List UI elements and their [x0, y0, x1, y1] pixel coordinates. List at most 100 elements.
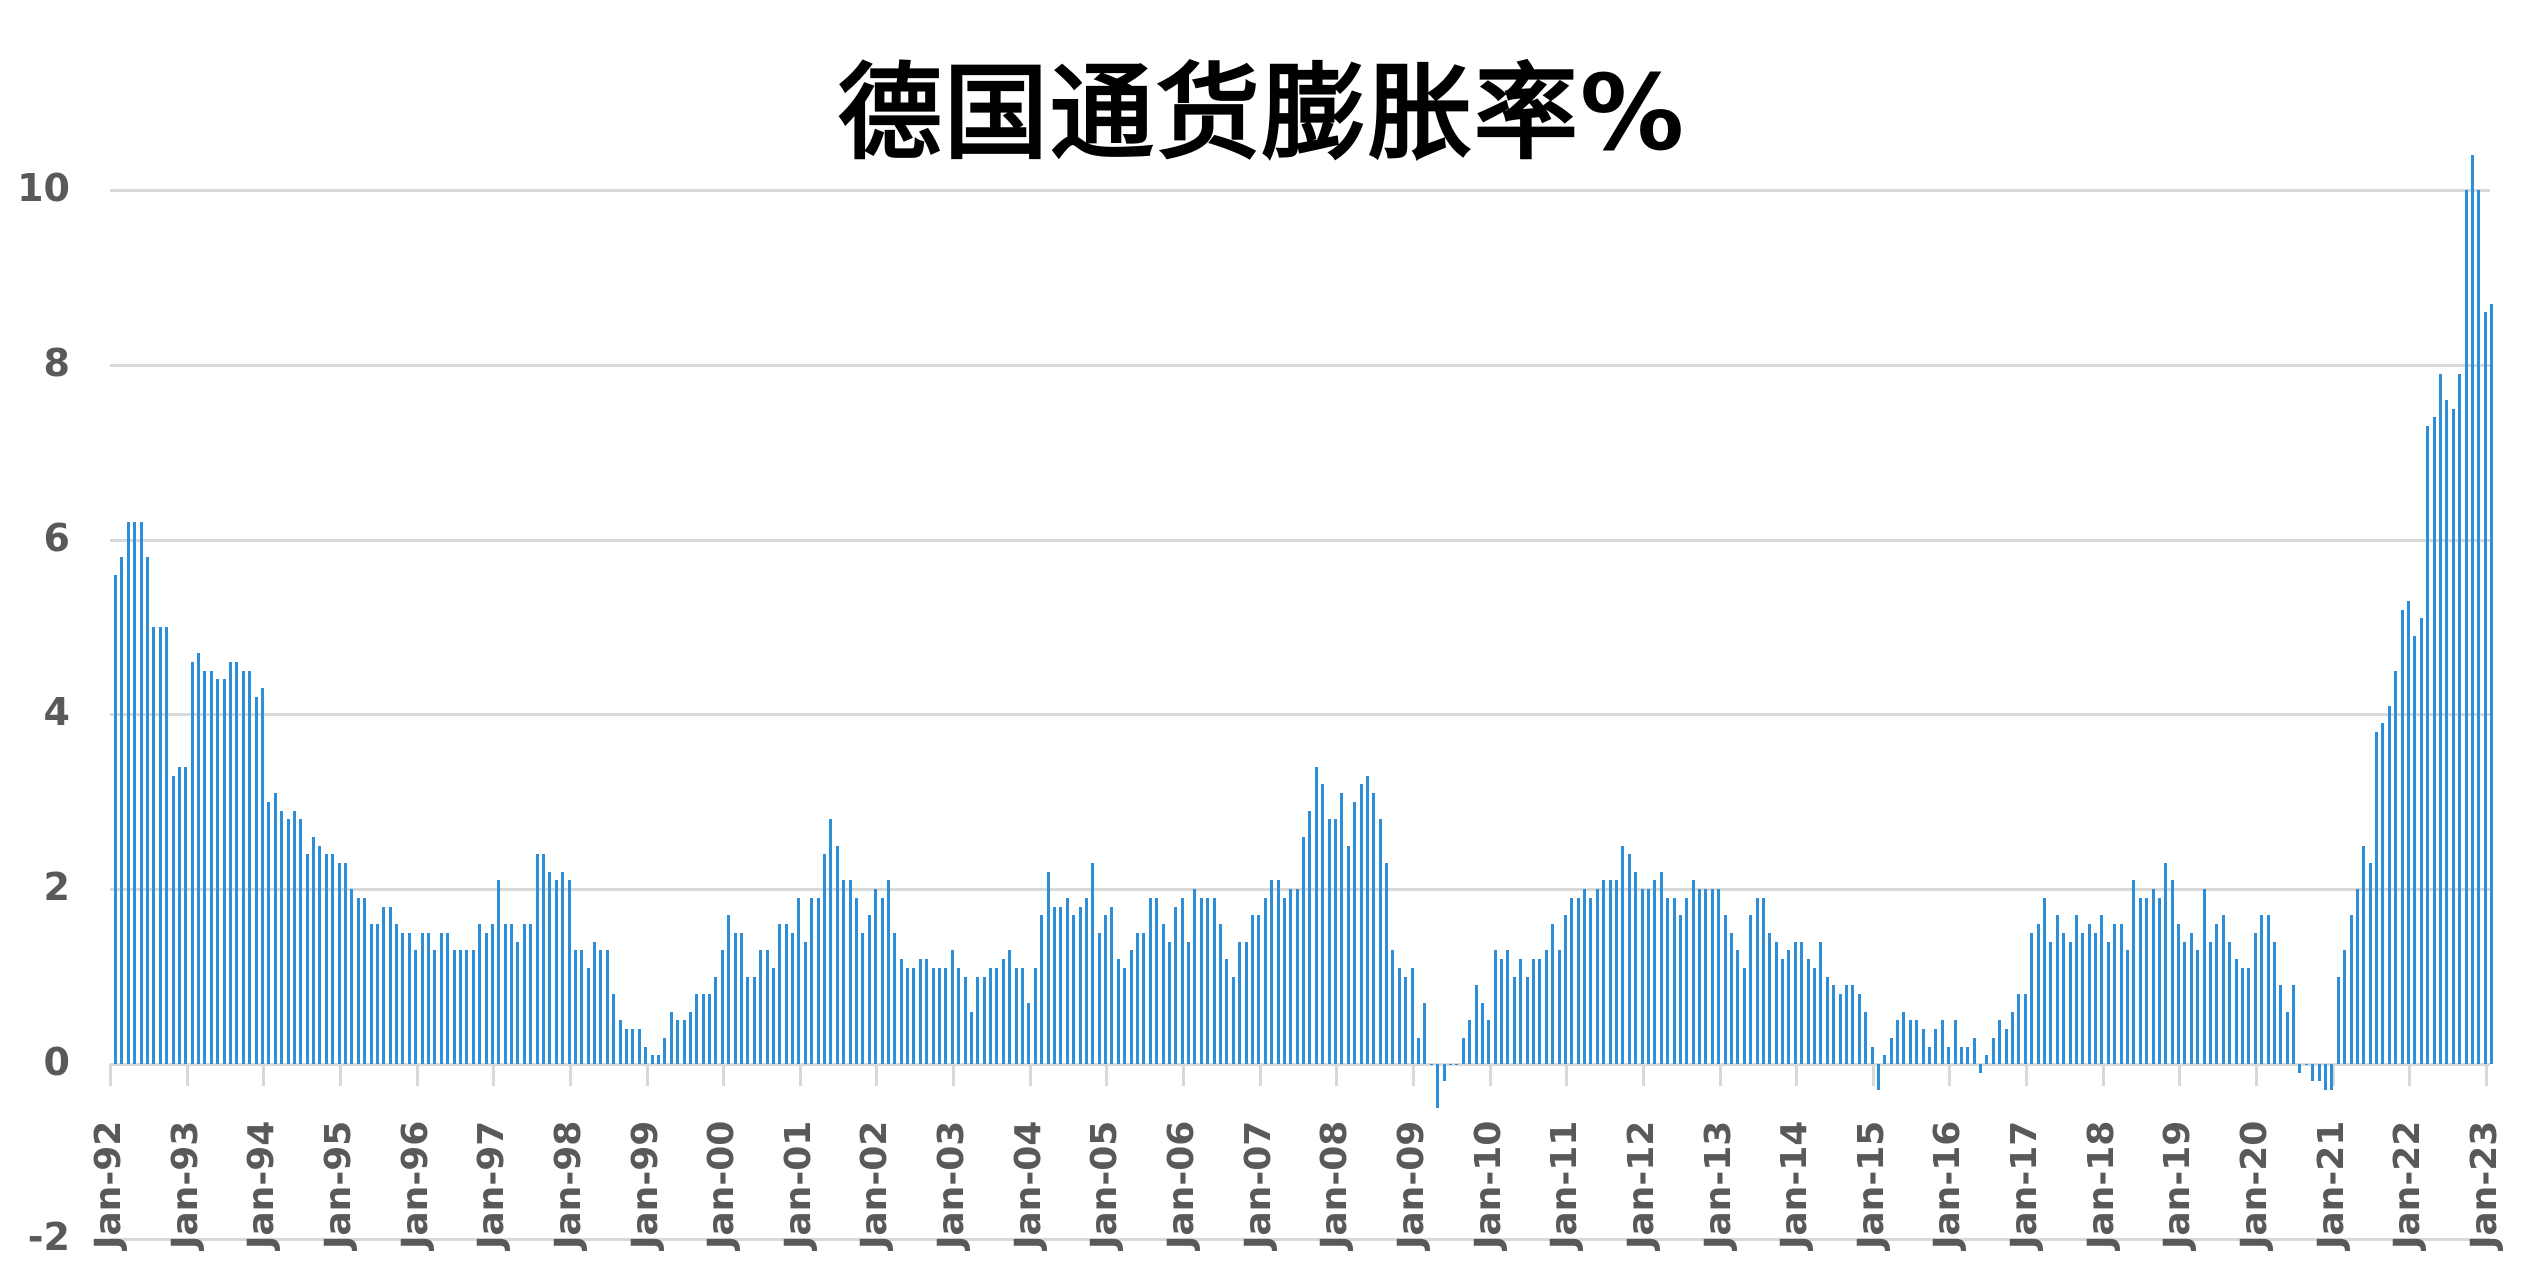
data-bar — [1749, 915, 1753, 1064]
data-bar — [759, 950, 763, 1064]
data-bar — [656, 1055, 660, 1064]
data-bar — [944, 967, 948, 1064]
data-bar — [1595, 889, 1599, 1064]
data-bar — [395, 924, 398, 1064]
data-bar — [1934, 1029, 1938, 1064]
chart-title: 德国通货膨胀率% — [837, 52, 1687, 174]
data-bar — [267, 801, 271, 1064]
data-bar — [375, 924, 379, 1064]
data-bar — [714, 976, 718, 1064]
data-bar — [765, 950, 769, 1064]
data-bar — [2368, 862, 2372, 1064]
data-bar — [145, 557, 149, 1064]
x-axis-label: Jan-04 — [1007, 1120, 1049, 1249]
data-bar — [452, 950, 456, 1064]
data-bar — [2298, 1064, 2302, 1073]
data-bar — [2470, 155, 2474, 1064]
data-bar — [2074, 915, 2078, 1064]
data-bar — [1238, 941, 1242, 1064]
data-bar — [2349, 915, 2353, 1064]
data-bar — [1953, 1020, 1957, 1064]
data-bar — [2202, 889, 2206, 1064]
data-bar — [803, 941, 807, 1064]
data-bar — [676, 1020, 680, 1064]
data-bar — [216, 679, 220, 1064]
data-bar — [1512, 976, 1516, 1064]
data-bar — [1436, 1064, 1440, 1108]
data-bar — [976, 976, 980, 1064]
data-bar — [152, 627, 156, 1064]
data-bar — [222, 679, 226, 1064]
data-bar — [899, 959, 903, 1064]
data-bar — [1761, 897, 1765, 1064]
data-bar — [2438, 373, 2442, 1064]
data-bar — [1097, 932, 1101, 1064]
data-bar — [2011, 1011, 2014, 1064]
data-bar — [1040, 915, 1044, 1064]
data-bar — [1563, 915, 1567, 1064]
x-axis-label: Jan-23 — [2464, 1120, 2505, 1249]
data-bar — [439, 932, 443, 1064]
data-bar — [324, 854, 328, 1064]
data-bar — [1678, 915, 1682, 1064]
data-bar — [1219, 924, 1222, 1064]
data-bar — [1666, 897, 1670, 1064]
data-bar — [688, 1011, 692, 1064]
y-axis-label: -2 — [27, 1214, 70, 1259]
data-bar — [2132, 880, 2136, 1064]
x-axis-label: Jan-22 — [2387, 1120, 2429, 1249]
data-bar — [1193, 889, 1197, 1064]
data-bar — [420, 932, 424, 1064]
data-bar — [1455, 1064, 1459, 1065]
data-bar — [126, 522, 130, 1064]
data-bar — [331, 854, 335, 1064]
data-bar — [1908, 1020, 1912, 1064]
data-bar — [995, 967, 999, 1064]
data-bar — [1813, 967, 1816, 1064]
data-bar — [2336, 976, 2340, 1064]
data-bar — [2362, 845, 2366, 1064]
data-bar — [1921, 1029, 1925, 1064]
data-bar — [1372, 793, 1376, 1064]
data-bar — [739, 932, 743, 1064]
data-bar — [2432, 417, 2436, 1064]
data-bar — [286, 819, 290, 1064]
data-bar — [1634, 871, 1638, 1064]
data-bar — [2004, 1029, 2008, 1064]
gridline — [110, 189, 2490, 192]
data-bar — [2049, 941, 2053, 1064]
data-bar — [1257, 915, 1261, 1064]
data-bar — [2343, 950, 2347, 1064]
data-bar — [241, 670, 245, 1064]
data-bar — [2036, 924, 2040, 1064]
data-bar — [637, 1029, 641, 1064]
data-bar — [1947, 1046, 1951, 1064]
data-bar — [197, 653, 200, 1064]
x-axis-tick — [1718, 1064, 1722, 1086]
data-bar — [2042, 897, 2046, 1064]
data-bar — [1979, 1064, 1982, 1073]
data-bar — [861, 932, 865, 1064]
x-axis-tick — [1182, 1064, 1186, 1086]
data-bar — [1998, 1020, 2002, 1064]
data-bar — [963, 976, 967, 1064]
data-bar — [229, 661, 232, 1064]
data-bar — [771, 967, 775, 1064]
data-bar — [1072, 915, 1076, 1064]
data-bar — [503, 924, 507, 1064]
data-bar — [1793, 941, 1797, 1064]
x-axis-label: Jan-14 — [1774, 1120, 1816, 1249]
data-bar — [1506, 950, 1510, 1064]
data-bar — [133, 522, 137, 1064]
data-bar — [1525, 976, 1529, 1064]
x-axis-tick — [1411, 1064, 1415, 1086]
data-bar — [605, 950, 609, 1064]
data-bar — [2138, 897, 2142, 1064]
data-bar — [644, 1046, 648, 1064]
data-bar — [1602, 880, 1606, 1064]
data-bar — [497, 880, 501, 1064]
data-bar — [1353, 801, 1357, 1064]
data-bar — [1672, 897, 1676, 1064]
data-bar — [1116, 959, 1120, 1064]
data-bar — [292, 810, 296, 1064]
